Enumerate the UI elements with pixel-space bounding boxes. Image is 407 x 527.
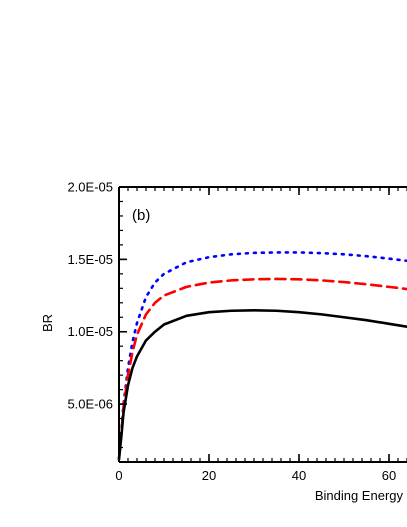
panel-label: (b) — [132, 207, 150, 224]
x-tick-label-1: 0 — [115, 468, 122, 483]
x-tick-label-2: 20 — [202, 468, 216, 483]
y-axis-label: BR — [40, 314, 55, 332]
y-tick-label-4: 2.0E-05 — [67, 180, 113, 195]
series-line-3 — [117, 309, 407, 461]
y-tick-label-2: 1.0E-05 — [67, 324, 113, 339]
series-line-2 — [117, 277, 407, 461]
x-tick-label-3: 40 — [292, 468, 306, 483]
y-tick-label-3: 1.5E-05 — [67, 252, 113, 267]
x-axis-label: Binding Energy — [315, 488, 404, 503]
y-tick-label-1: 5.0E-06 — [67, 397, 113, 412]
axes-layer: 5.0E-06 1.0E-05 1.5E-05 2.0E-05 0 20 40 60 — [67, 180, 407, 483]
series-line-1 — [117, 251, 407, 461]
x-tick-label-4: 60 — [382, 468, 396, 483]
series-layer — [117, 251, 407, 461]
